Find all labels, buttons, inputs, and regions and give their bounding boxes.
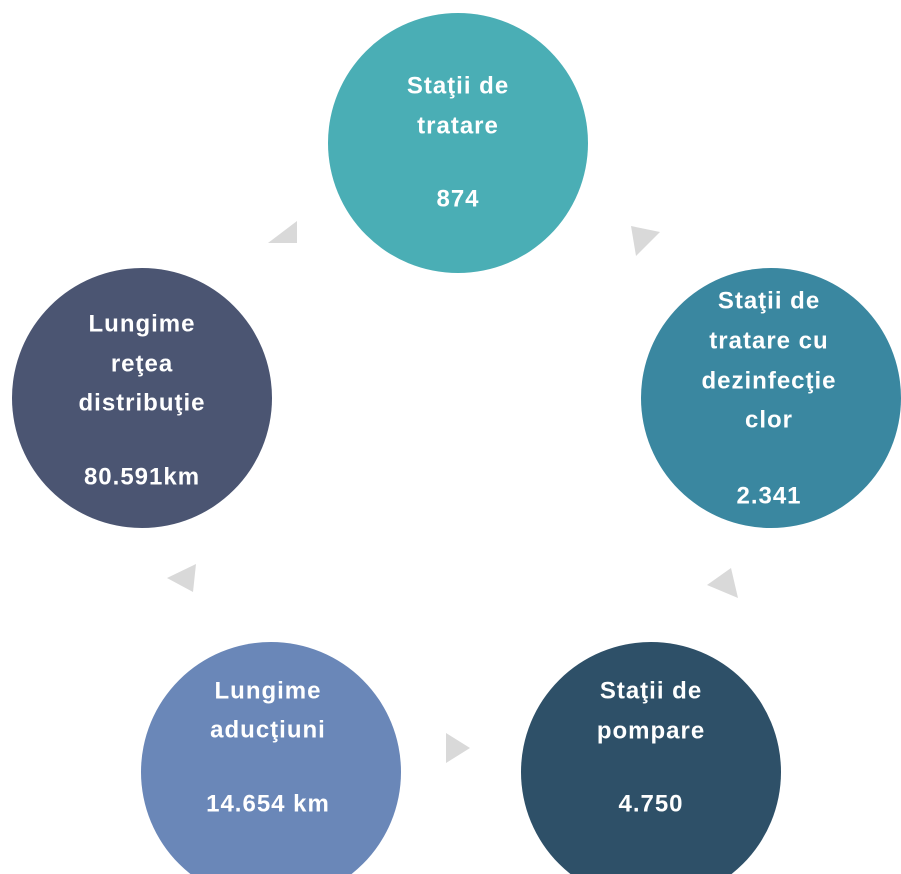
node-label: tratare cu xyxy=(709,327,828,354)
node-value: 4.750 xyxy=(618,790,683,817)
node-circle xyxy=(641,268,901,528)
node-value: 874 xyxy=(436,185,479,212)
node-label: tratare xyxy=(417,112,499,139)
node-value: 14.654 km xyxy=(206,790,330,817)
node-circle xyxy=(141,642,401,874)
node-label: Staţii de xyxy=(600,677,702,704)
node-circle xyxy=(328,13,588,273)
arrow xyxy=(167,564,196,592)
arrow xyxy=(631,226,660,256)
node-label: Lungime xyxy=(215,677,322,704)
node-label: distribuţie xyxy=(78,389,205,416)
arrow xyxy=(707,568,738,598)
node-circle xyxy=(12,268,272,528)
node-label: Staţii de xyxy=(718,287,820,314)
node-label: pompare xyxy=(597,717,705,744)
node-label: clor xyxy=(745,406,793,433)
node-label: Lungime xyxy=(89,310,196,337)
node-label: aducţiuni xyxy=(210,716,326,743)
node-value: 80.591km xyxy=(84,463,200,490)
arrow xyxy=(446,733,470,763)
node-label: reţea xyxy=(111,350,173,377)
node-value: 2.341 xyxy=(736,482,801,509)
node-label: dezinfecţie xyxy=(701,367,836,394)
node-label: Staţii de xyxy=(407,72,509,99)
node-circle xyxy=(521,642,781,874)
arrow xyxy=(268,221,297,243)
